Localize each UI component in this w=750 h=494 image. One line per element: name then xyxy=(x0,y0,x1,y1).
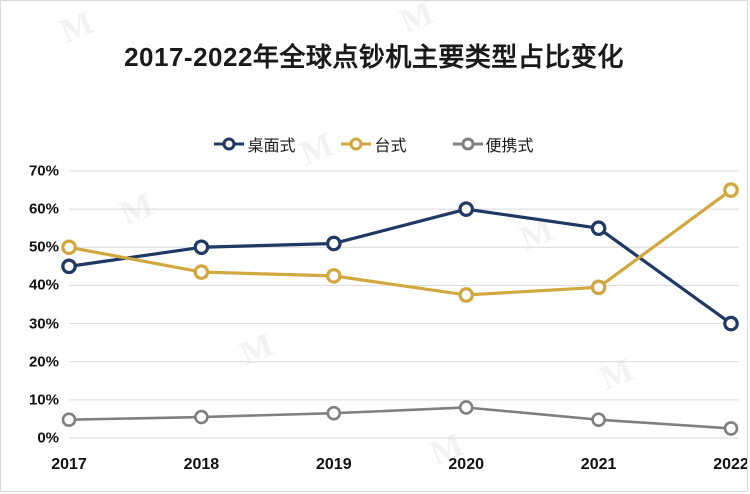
legend-label-tabletop: 台式 xyxy=(374,138,407,155)
x-axis-tick-label: 2022 xyxy=(713,456,748,473)
x-axis-tick-label: 2019 xyxy=(316,456,352,473)
data-point-marker[interactable] xyxy=(458,287,474,303)
y-axis-tick-label: 60% xyxy=(28,200,59,218)
legend-item-tabletop[interactable]: 台式 xyxy=(341,132,407,156)
y-axis-tick-label: 10% xyxy=(28,391,59,409)
y-axis-tick-label: 40% xyxy=(28,276,59,294)
data-point-marker[interactable] xyxy=(590,220,607,237)
data-point-marker[interactable] xyxy=(61,412,77,427)
data-point-marker[interactable] xyxy=(193,239,210,256)
data-point-marker[interactable] xyxy=(326,405,342,421)
x-axis-tick-label: 2020 xyxy=(448,456,484,473)
data-point-marker[interactable] xyxy=(723,421,739,436)
x-axis-tick-label: 2017 xyxy=(51,456,87,473)
legend-item-desktop[interactable]: 桌面式 xyxy=(214,132,295,156)
data-point-marker[interactable] xyxy=(61,239,77,256)
legend-marker-icon xyxy=(214,137,245,151)
y-axis-tick-label: 30% xyxy=(28,315,59,333)
data-point-marker[interactable] xyxy=(458,400,474,415)
series-line xyxy=(67,188,733,297)
series-line xyxy=(67,207,733,326)
legend-label-desktop: 桌面式 xyxy=(247,138,296,155)
legend-item-portable[interactable]: 便携式 xyxy=(452,132,534,156)
legend-label-portable: 便携式 xyxy=(485,138,534,155)
data-point-marker[interactable] xyxy=(193,264,210,280)
y-axis: 0% 10% 20% 30% 40% 50% 60% 70% xyxy=(1,1,59,491)
legend-marker-icon xyxy=(341,137,372,151)
data-point-marker[interactable] xyxy=(194,409,209,425)
data-point-marker[interactable] xyxy=(458,201,474,217)
chart-legend: 桌面式 台式 便携式 xyxy=(1,132,747,156)
series-line xyxy=(67,406,733,430)
data-point-marker[interactable] xyxy=(325,268,342,284)
y-axis-tick-label: 70% xyxy=(28,162,59,180)
chart-title: 2017-2022年全球点钞机主要类型占比变化 xyxy=(124,42,624,72)
y-axis-tick-label: 50% xyxy=(28,238,59,256)
legend-marker-icon xyxy=(452,137,483,151)
data-point-marker[interactable] xyxy=(325,235,342,252)
x-axis-tick-label: 2021 xyxy=(580,456,617,473)
data-point-marker[interactable] xyxy=(723,182,739,198)
data-point-marker[interactable] xyxy=(723,315,739,332)
data-point-marker[interactable] xyxy=(590,279,607,296)
y-axis-tick-label: 20% xyxy=(28,353,59,371)
data-point-marker[interactable] xyxy=(591,412,606,427)
y-axis-tick-label: 0% xyxy=(37,429,59,447)
x-axis-tick-label: 2018 xyxy=(183,456,220,473)
data-point-marker[interactable] xyxy=(61,258,77,275)
